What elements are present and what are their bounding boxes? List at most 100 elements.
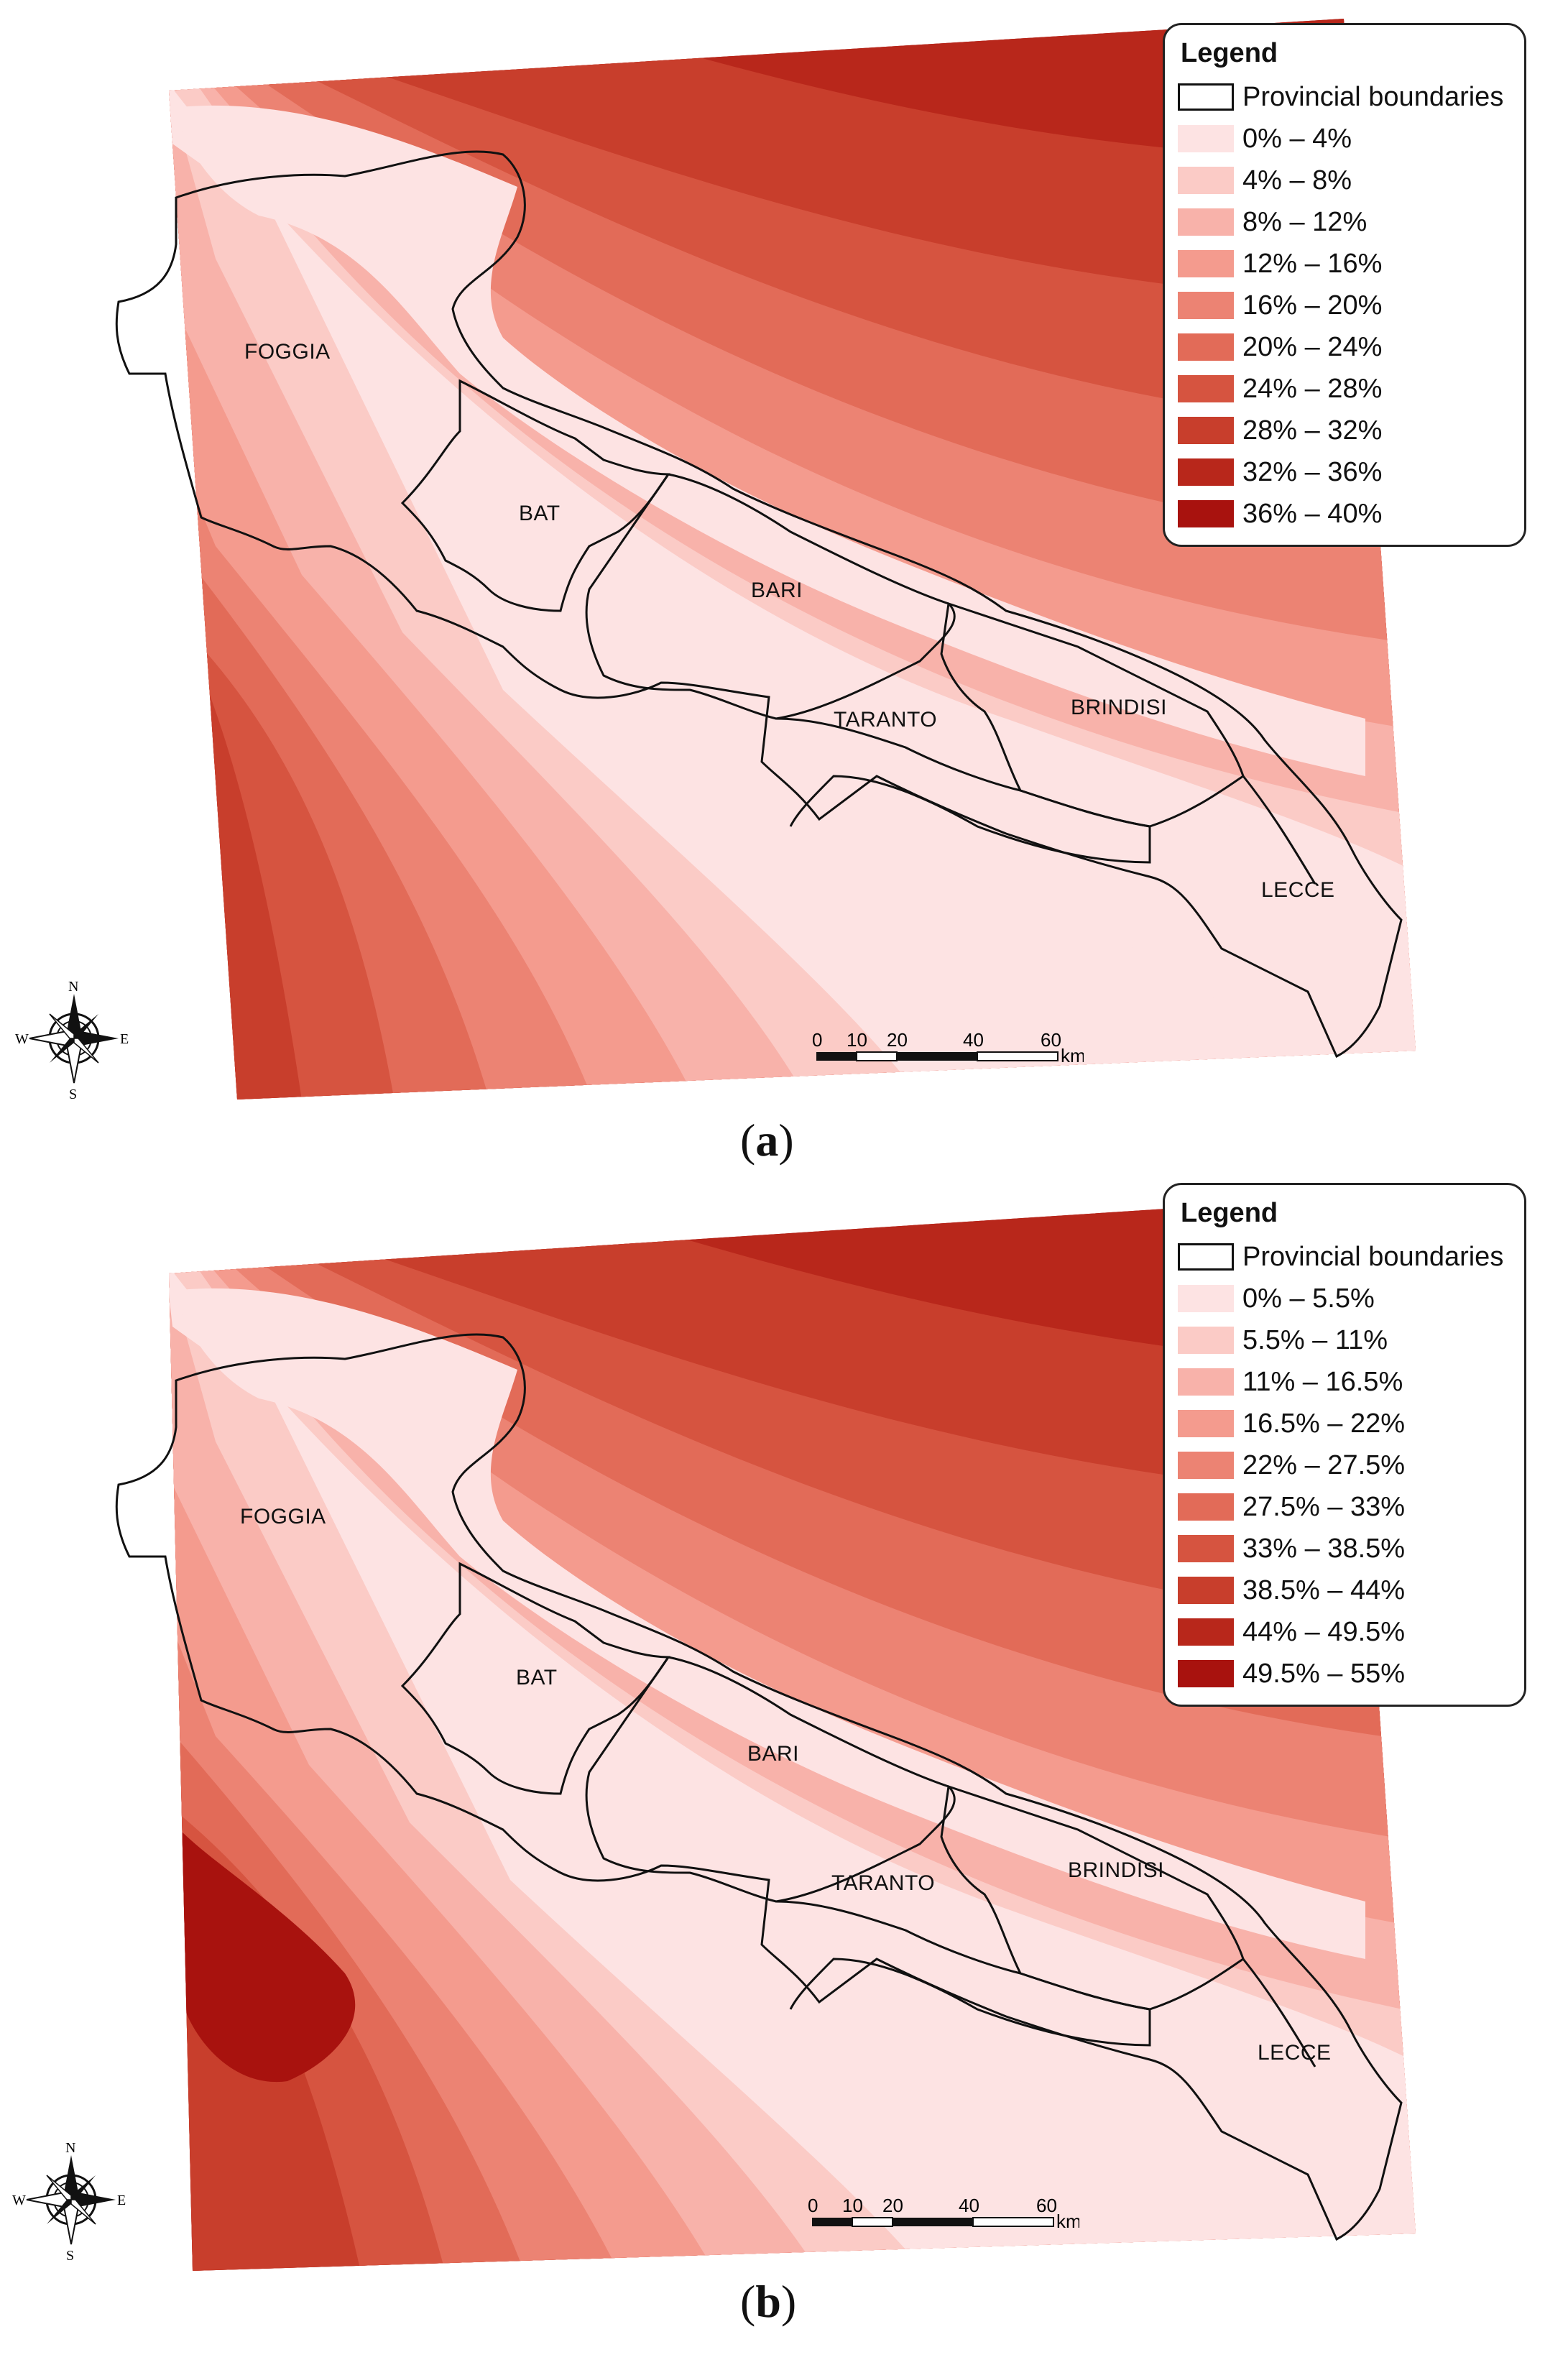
class-swatch <box>1178 1368 1234 1396</box>
legend-class-label: 33% – 38.5% <box>1242 1533 1406 1564</box>
legend-class-row: 32% – 36% <box>1178 451 1513 493</box>
panel-caption-a: (a) <box>740 1115 794 1166</box>
legend-classes: 0% – 4% 4% – 8% 8% – 12% 12% – 16% 16% – 20%… <box>1178 118 1513 535</box>
choropleth-map <box>115 1197 1416 2271</box>
class-swatch <box>1178 208 1234 236</box>
class-swatch <box>1178 458 1234 486</box>
class-swatch <box>1178 500 1234 527</box>
legend-class-label: 44% – 49.5% <box>1242 1616 1406 1647</box>
legend: Legend Provincial boundaries 0% – 4% 4% –… <box>1163 23 1526 547</box>
legend-class-row: 20% – 24% <box>1178 326 1513 368</box>
scale-tick: 20 <box>887 1032 908 1051</box>
class-swatch <box>1178 1452 1234 1479</box>
class-swatch <box>1178 1577 1234 1604</box>
legend-class-label: 16.5% – 22% <box>1242 1408 1406 1439</box>
class-swatch <box>1178 1410 1234 1437</box>
legend-class-label: 49.5% – 55% <box>1242 1658 1406 1689</box>
class-swatch <box>1178 1493 1234 1521</box>
svg-text:N: N <box>68 979 78 995</box>
choropleth-map <box>115 19 1416 1099</box>
class-swatch <box>1178 292 1234 319</box>
legend-label: Provincial boundaries <box>1242 1241 1504 1272</box>
north-arrow-icon: N S E W <box>12 2140 126 2261</box>
svg-text:E: E <box>117 2193 126 2208</box>
legend-class-label: 0% – 5.5% <box>1242 1283 1375 1314</box>
map-panel-a: FOGGIA BAT BARI TARANTO BRINDISI LECCE L… <box>0 0 1568 1182</box>
scale-tick: 10 <box>842 2198 863 2216</box>
scale-tick: 60 <box>1036 2198 1057 2216</box>
legend-class-row: 16% – 20% <box>1178 285 1513 326</box>
legend-class-label: 24% – 28% <box>1242 373 1383 404</box>
svg-text:E: E <box>120 1031 129 1047</box>
legend-class-row: 11% – 16.5% <box>1178 1361 1513 1403</box>
legend-class-label: 38.5% – 44% <box>1242 1575 1406 1605</box>
legend-class-row: 44% – 49.5% <box>1178 1611 1513 1653</box>
scale-unit: km <box>1061 1045 1084 1066</box>
class-swatch <box>1178 167 1234 194</box>
legend-class-label: 27.5% – 33% <box>1242 1491 1406 1522</box>
scale-bar: 0 10 20 40 60 km <box>812 1032 1084 1066</box>
class-swatch <box>1178 1660 1234 1687</box>
scale-tick: 0 <box>808 2198 818 2216</box>
province-label-bat: BAT <box>516 1666 558 1689</box>
legend-class-row: 12% – 16% <box>1178 243 1513 285</box>
province-label-taranto: TARANTO <box>831 1871 936 1895</box>
province-label-foggia: FOGGIA <box>244 340 331 364</box>
legend-boundary-row: Provincial boundaries <box>1178 1236 1513 1278</box>
province-label-lecce: LECCE <box>1261 878 1335 902</box>
legend-class-row: 33% – 38.5% <box>1178 1528 1513 1569</box>
province-label-bat: BAT <box>519 502 561 525</box>
class-swatch <box>1178 1327 1234 1354</box>
scale-unit: km <box>1056 2210 1079 2232</box>
legend-class-row: 38.5% – 44% <box>1178 1569 1513 1611</box>
legend-class-row: 4% – 8% <box>1178 160 1513 201</box>
scale-tick: 60 <box>1041 1032 1061 1051</box>
province-label-lecce: LECCE <box>1258 2041 1332 2065</box>
boundary-swatch <box>1178 1243 1234 1271</box>
svg-text:W: W <box>15 1031 29 1047</box>
class-swatch <box>1178 375 1234 402</box>
legend-class-label: 36% – 40% <box>1242 498 1383 529</box>
scale-tick: 0 <box>812 1032 822 1051</box>
legend-class-label: 28% – 32% <box>1242 415 1383 446</box>
province-boundaries <box>115 150 1403 1059</box>
legend-boundary-row: Provincial boundaries <box>1178 76 1513 118</box>
province-label-bari: BARI <box>751 578 803 602</box>
province-label-brindisi: BRINDISI <box>1068 1858 1165 1882</box>
scale-bar: 0 10 20 40 60 km <box>808 2198 1079 2232</box>
province-boundaries <box>115 1333 1403 2241</box>
legend-class-label: 32% – 36% <box>1242 456 1383 487</box>
class-swatch <box>1178 417 1234 444</box>
legend-class-label: 20% – 24% <box>1242 331 1383 362</box>
scale-tick: 20 <box>882 2198 903 2216</box>
panel-caption-b: (b) <box>740 2276 797 2327</box>
legend-class-label: 5.5% – 11% <box>1242 1324 1388 1355</box>
north-arrow-icon: N S E W <box>15 979 129 1099</box>
svg-text:N: N <box>65 2140 75 2156</box>
legend-class-label: 8% – 12% <box>1242 206 1368 237</box>
legend-title: Legend <box>1181 1198 1278 1228</box>
legend-classes: 0% – 5.5% 5.5% – 11% 11% – 16.5% 16.5% – 22… <box>1178 1278 1513 1695</box>
legend-class-row: 16.5% – 22% <box>1178 1403 1513 1444</box>
map-panel-b: FOGGIA BAT BARI TARANTO BRINDISI LECCE L… <box>0 1183 1568 2365</box>
legend-class-row: 36% – 40% <box>1178 493 1513 535</box>
legend-class-row: 0% – 5.5% <box>1178 1278 1513 1319</box>
legend: Legend Provincial boundaries 0% – 5.5% 5.… <box>1163 1183 1526 1707</box>
class-swatch <box>1178 1618 1234 1646</box>
svg-text:W: W <box>12 2193 26 2208</box>
boundary-swatch <box>1178 83 1234 111</box>
legend-class-row: 8% – 12% <box>1178 201 1513 243</box>
province-label-foggia: FOGGIA <box>240 1505 326 1529</box>
legend-class-row: 27.5% – 33% <box>1178 1486 1513 1528</box>
class-swatch <box>1178 250 1234 277</box>
scale-tick: 40 <box>963 1032 984 1051</box>
legend-class-row: 5.5% – 11% <box>1178 1319 1513 1361</box>
svg-text:S: S <box>69 1087 77 1099</box>
legend-title: Legend <box>1181 38 1278 68</box>
class-swatch <box>1178 1285 1234 1312</box>
legend-class-label: 4% – 8% <box>1242 165 1352 195</box>
scale-tick: 10 <box>847 1032 867 1051</box>
legend-class-row: 22% – 27.5% <box>1178 1444 1513 1486</box>
legend-class-row: 24% – 28% <box>1178 368 1513 410</box>
legend-class-row: 0% – 4% <box>1178 118 1513 160</box>
